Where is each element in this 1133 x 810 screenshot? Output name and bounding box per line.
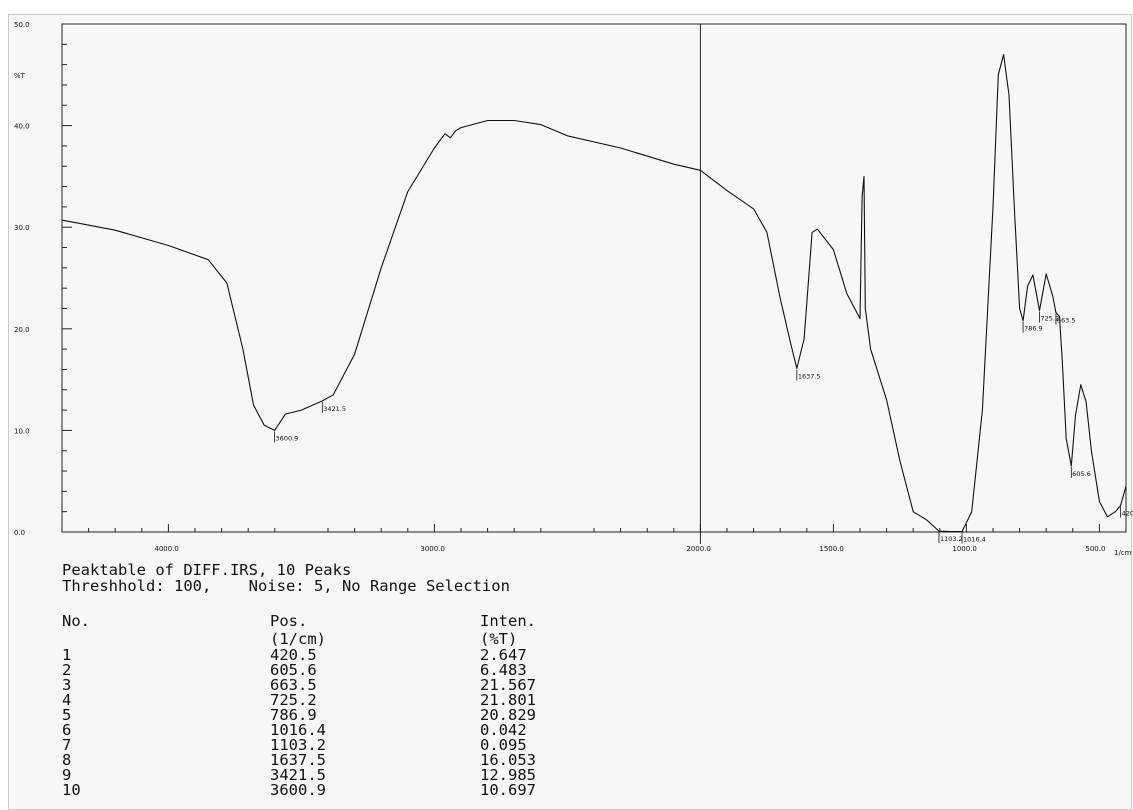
- y-tick-label: 20.0: [14, 326, 30, 334]
- x-tick-label: 1000.0: [952, 545, 977, 553]
- cell-no: 3: [62, 676, 72, 694]
- cell-no: 1: [62, 646, 72, 664]
- cell-pos: 725.2: [270, 691, 317, 709]
- cell-no: 8: [62, 751, 72, 769]
- cell-inten: 10.697: [480, 781, 536, 799]
- y-tick-label: 10.0: [14, 427, 30, 435]
- col-header-pos: Pos. (1/cm): [270, 612, 326, 648]
- col-header-no: No.: [62, 612, 90, 630]
- y-tick-label: 30.0: [14, 224, 30, 232]
- cell-pos: 3600.9: [270, 781, 326, 799]
- cell-pos: 420.5: [270, 646, 317, 664]
- peak-label: 1016.4: [963, 536, 986, 544]
- x-tick-label: 500.0: [1085, 545, 1105, 553]
- cell-inten: 12.985: [480, 766, 536, 784]
- peak-label: 1103.2: [940, 535, 963, 543]
- y-tick-label: 50.0: [14, 21, 30, 29]
- printout-page: [8, 14, 1132, 810]
- cell-inten: 21.567: [480, 676, 536, 694]
- peak-label: 605.6: [1072, 470, 1091, 478]
- cell-inten: 6.483: [480, 661, 527, 679]
- cell-no: 7: [62, 736, 72, 754]
- cell-no: 4: [62, 691, 72, 709]
- cell-no: 2: [62, 661, 72, 679]
- peaktable-title: Peaktable of DIFF.IRS, 10 Peaks: [62, 561, 352, 579]
- cell-no: 5: [62, 706, 72, 724]
- ir-spectrum-chart: 0.0 10.0 20.0 30.0 40.0 50.0 %T 4000.0 3000.0 200…: [14, 21, 1133, 557]
- cell-inten: 16.053: [480, 751, 536, 769]
- peak-label: 663.5: [1057, 317, 1076, 325]
- peak-label: 3421.5: [323, 405, 346, 413]
- y-tick-label: 40.0: [14, 123, 30, 131]
- peak-label: 3600.9: [276, 434, 299, 442]
- cell-pos: 605.6: [270, 661, 317, 679]
- cell-pos: 786.9: [270, 706, 317, 724]
- y-tick-label: 0.0: [14, 529, 25, 537]
- cell-inten: 0.042: [480, 721, 527, 739]
- cell-pos: 1016.4: [270, 721, 326, 739]
- cell-no: 10: [62, 781, 81, 799]
- peak-label: 786.9: [1024, 325, 1043, 333]
- x-tick-label: 1500.0: [819, 545, 844, 553]
- peak-label: 420.5: [1122, 510, 1133, 518]
- peak-label: 1637.5: [798, 372, 821, 380]
- cell-pos: 663.5: [270, 676, 317, 694]
- cell-inten: 20.829: [480, 706, 536, 724]
- y-unit-label: %T: [14, 72, 26, 80]
- x-tick-label: 3000.0: [420, 545, 445, 553]
- col-header-inten: Inten. (%T): [480, 612, 536, 648]
- cell-pos: 1103.2: [270, 736, 326, 754]
- peaktable-params: Threshhold: 100, Noise: 5, No Range Sele…: [62, 577, 510, 595]
- x-unit-label: 1/cm: [1114, 549, 1132, 557]
- cell-no: 9: [62, 766, 72, 784]
- cell-inten: 21.801: [480, 691, 536, 709]
- cell-no: 6: [62, 721, 72, 739]
- cell-inten: 0.095: [480, 736, 527, 754]
- peaktable-header: Peaktable of DIFF.IRS, 10 Peaks Threshhol…: [62, 562, 510, 594]
- spectrum-line: [61, 53, 1127, 533]
- cell-inten: 2.647: [480, 646, 527, 664]
- plot-frame: [61, 23, 1127, 533]
- peak-label: 725.2: [1040, 315, 1059, 323]
- x-tick-label: 4000.0: [154, 545, 179, 553]
- cell-pos: 3421.5: [270, 766, 326, 784]
- x-tick-label: 2000.0: [686, 545, 711, 553]
- cell-pos: 1637.5: [270, 751, 326, 769]
